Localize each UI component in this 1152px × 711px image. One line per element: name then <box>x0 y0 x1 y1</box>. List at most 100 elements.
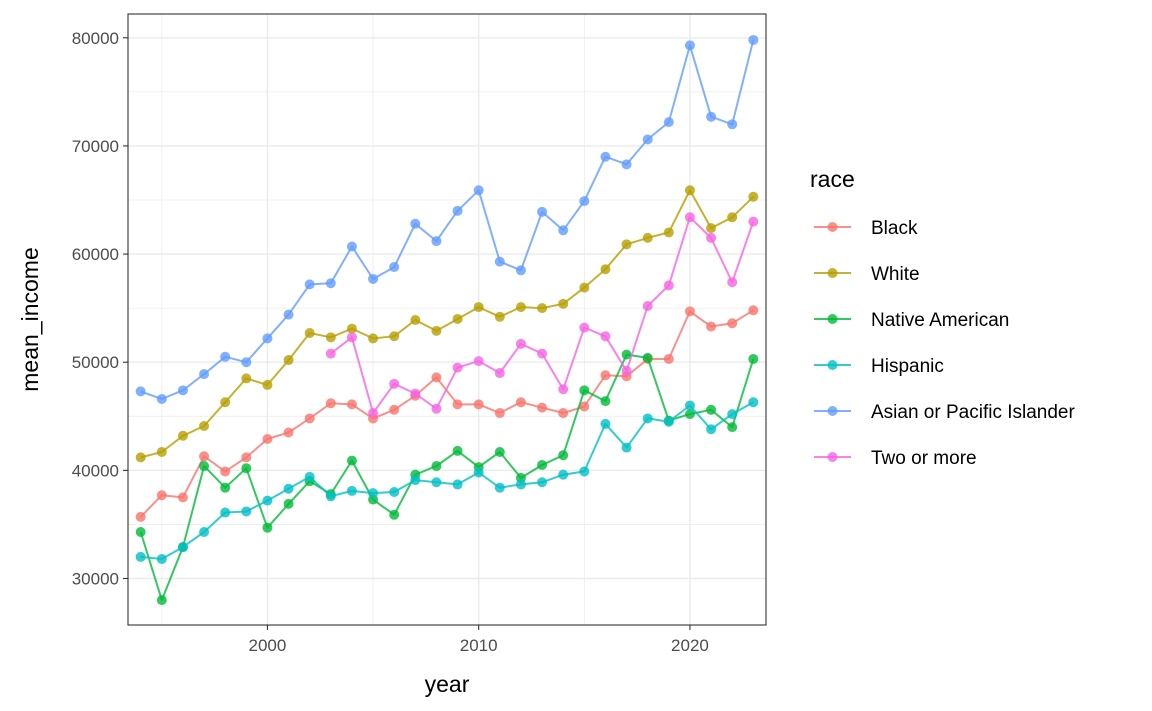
data-point <box>663 227 674 238</box>
data-point <box>642 232 653 243</box>
data-point <box>600 331 611 342</box>
data-point <box>494 311 505 322</box>
data-point <box>262 379 273 390</box>
legend-label: Native American <box>871 310 1009 331</box>
data-point <box>579 282 590 293</box>
data-point <box>621 159 632 170</box>
data-point <box>558 408 569 419</box>
data-point <box>452 445 463 456</box>
data-point <box>706 232 717 243</box>
data-point <box>727 409 738 420</box>
data-point <box>220 482 231 493</box>
data-point <box>325 332 336 343</box>
data-point <box>283 309 294 320</box>
data-point <box>642 413 653 424</box>
data-point <box>684 40 695 51</box>
data-point <box>748 34 759 45</box>
data-point <box>579 322 590 333</box>
data-point <box>262 495 273 506</box>
data-point <box>241 452 252 463</box>
data-point <box>156 446 167 457</box>
data-point <box>537 303 548 314</box>
series-native-american <box>135 349 759 606</box>
data-point <box>346 455 357 466</box>
data-point <box>410 388 421 399</box>
data-point <box>727 318 738 329</box>
data-point <box>389 262 400 273</box>
data-point <box>684 185 695 196</box>
data-point <box>494 482 505 493</box>
data-point <box>135 452 146 463</box>
data-point <box>473 356 484 367</box>
data-point <box>663 280 674 291</box>
data-point <box>431 325 442 336</box>
data-point <box>199 421 210 432</box>
x-tick-label: 2000 <box>249 636 287 655</box>
data-point <box>283 498 294 509</box>
data-point <box>199 369 210 380</box>
data-point <box>262 333 273 344</box>
data-point <box>537 477 548 488</box>
data-point <box>748 191 759 202</box>
legend-key-point <box>827 222 838 232</box>
data-point <box>389 378 400 389</box>
data-point <box>663 353 674 364</box>
y-tick-label: 80000 <box>72 29 119 48</box>
legend-label: Black <box>871 218 918 239</box>
data-point <box>220 351 231 362</box>
data-point <box>748 305 759 316</box>
data-point <box>431 403 442 414</box>
data-point <box>368 488 379 499</box>
data-point <box>452 313 463 324</box>
data-point <box>199 461 210 472</box>
data-point <box>515 479 526 490</box>
data-point <box>515 302 526 313</box>
y-tick-label: 40000 <box>72 461 119 480</box>
legend-key-point <box>827 452 838 462</box>
data-point <box>600 396 611 407</box>
data-point <box>135 526 146 537</box>
data-point <box>220 507 231 518</box>
data-point <box>515 338 526 349</box>
data-point <box>368 273 379 284</box>
data-point <box>220 397 231 408</box>
data-point <box>283 483 294 494</box>
data-point <box>684 212 695 223</box>
data-point <box>389 486 400 497</box>
data-point <box>283 355 294 366</box>
data-point <box>473 467 484 478</box>
series-hispanic <box>135 397 759 565</box>
data-point <box>727 422 738 433</box>
data-point <box>537 206 548 217</box>
data-point <box>706 404 717 415</box>
data-point <box>389 404 400 415</box>
data-point <box>177 430 188 441</box>
plot-border <box>127 13 767 626</box>
legend-item-black: Black <box>814 218 918 239</box>
data-point <box>241 506 252 517</box>
data-point <box>325 348 336 359</box>
legend-label: Asian or Pacific Islander <box>871 402 1075 423</box>
data-point <box>727 212 738 223</box>
data-point <box>346 323 357 334</box>
data-point <box>304 413 315 424</box>
data-point <box>452 479 463 490</box>
data-point <box>579 385 590 396</box>
data-point <box>368 408 379 419</box>
data-point <box>537 348 548 359</box>
data-point <box>346 485 357 496</box>
data-point <box>642 352 653 363</box>
series-white <box>135 185 759 463</box>
series-layer <box>135 34 759 606</box>
data-point <box>410 475 421 486</box>
legend-item-native-american: Native American <box>814 310 1009 331</box>
legend-key-point <box>827 268 838 278</box>
y-tick-label: 50000 <box>72 353 119 372</box>
data-point <box>579 466 590 477</box>
data-point <box>220 466 231 477</box>
data-point <box>156 554 167 565</box>
data-point <box>642 134 653 145</box>
data-point <box>262 433 273 444</box>
data-point <box>156 393 167 404</box>
